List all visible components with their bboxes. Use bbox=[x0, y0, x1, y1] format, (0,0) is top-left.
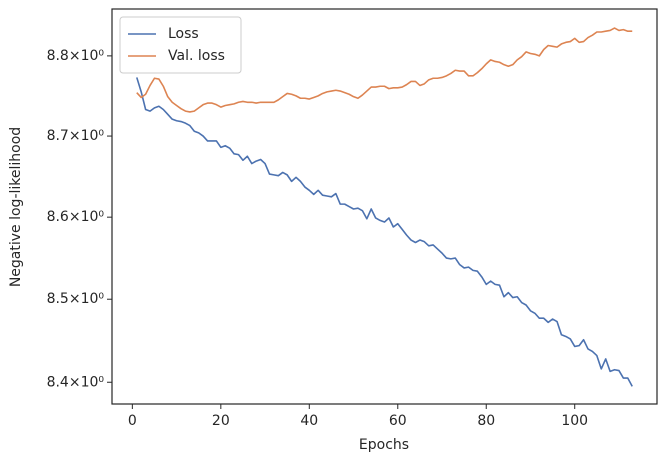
x-tick-label: 100 bbox=[561, 413, 588, 429]
x-tick-label: 60 bbox=[389, 413, 407, 429]
y-axis-label: Negative log-likelihood bbox=[8, 127, 24, 287]
x-tick-label: 20 bbox=[212, 413, 230, 429]
y-tick-label: 8.8×10⁰ bbox=[47, 48, 105, 64]
y-tick-label: 8.7×10⁰ bbox=[47, 128, 105, 144]
line-series bbox=[136, 27, 633, 113]
x-tick-label: 0 bbox=[128, 413, 137, 429]
y-tick-label: 8.6×10⁰ bbox=[47, 209, 105, 225]
legend-label: Loss bbox=[168, 26, 199, 42]
x-tick-label: 40 bbox=[300, 413, 318, 429]
plot-frame bbox=[111, 8, 658, 405]
legend-box bbox=[119, 16, 242, 74]
x-axis-label: Epochs bbox=[359, 437, 409, 453]
x-tick-label: 80 bbox=[477, 413, 495, 429]
legend-label: Val. loss bbox=[168, 48, 225, 64]
line-series bbox=[136, 77, 633, 387]
y-tick-label: 8.4×10⁰ bbox=[47, 374, 105, 390]
y-tick-label: 8.5×10⁰ bbox=[47, 291, 105, 307]
